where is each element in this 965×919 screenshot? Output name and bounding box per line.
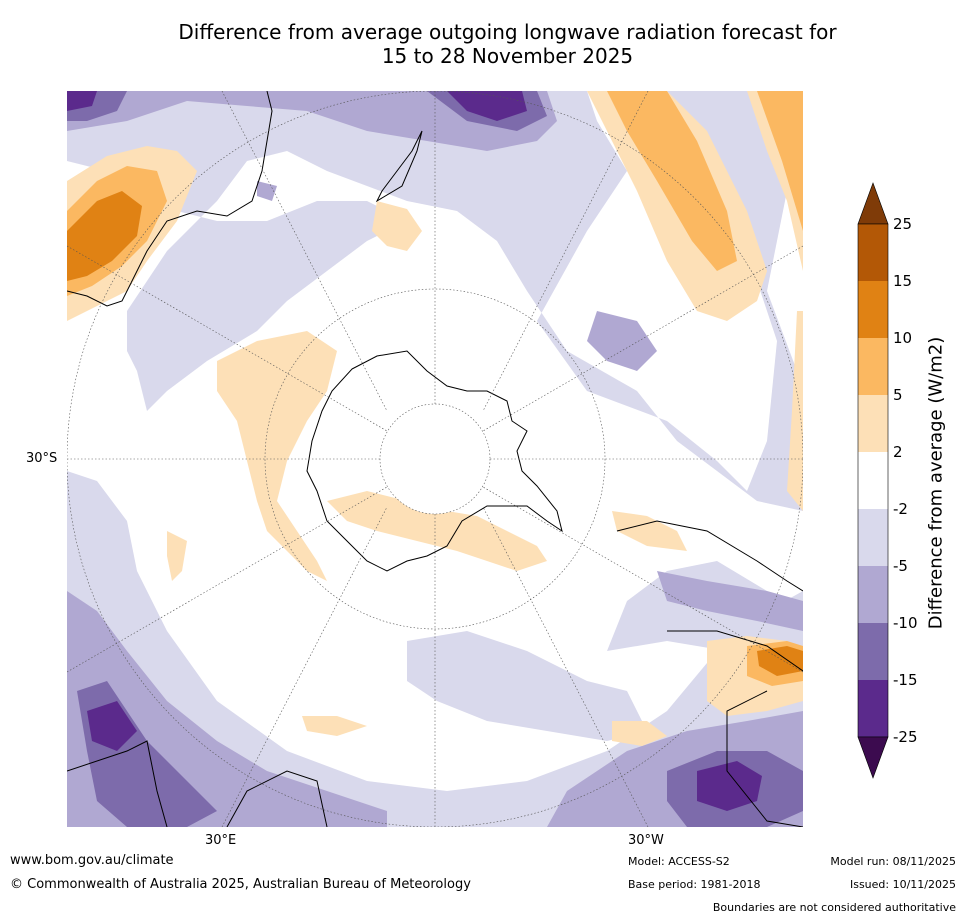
colorbar-tick-label: 2 xyxy=(893,443,903,461)
footer-model: Model: ACCESS-S2 xyxy=(628,855,730,868)
footer-disclaimer: Boundaries are not considered authoritat… xyxy=(712,901,956,914)
map-title-line2: 15 to 28 November 2025 xyxy=(381,44,634,68)
lon-label-30w: 30°W xyxy=(628,833,664,848)
antarctica-coastline xyxy=(306,350,563,572)
colorbar-tick-label: 25 xyxy=(893,215,913,233)
colorbar-title: Difference from average (W/m2) xyxy=(925,336,947,630)
colorbar-tick-label: -15 xyxy=(893,671,918,689)
colorbar-band xyxy=(858,566,888,623)
lon-label-30e: 30°E xyxy=(205,833,237,848)
meridian-line xyxy=(221,506,388,827)
map-title-line1: Difference from average outgoing longwav… xyxy=(178,20,837,44)
meridian-line xyxy=(482,91,649,412)
lat-label-30s: 30°S xyxy=(26,451,58,466)
meridian-line xyxy=(67,245,388,432)
meridian-line xyxy=(482,506,649,827)
south-america-east-coast xyxy=(667,630,803,827)
colorbar-band xyxy=(858,224,888,281)
footer-website: www.bom.gov.au/climate xyxy=(10,853,174,868)
map-title: Difference from average outgoing longwav… xyxy=(0,20,965,68)
africa-coastline xyxy=(67,740,328,827)
colorbar-band xyxy=(858,509,888,566)
meridian-line xyxy=(482,486,803,673)
colorbar-extend-top xyxy=(857,182,889,225)
south-america-coastline xyxy=(616,520,803,592)
colorbar-band xyxy=(858,680,888,737)
anomaly-dark-orange-regions xyxy=(67,191,803,676)
polar-map xyxy=(67,91,803,827)
australia-coastline xyxy=(67,91,273,307)
map-panel xyxy=(67,91,803,827)
colorbar-tick-label: 5 xyxy=(893,386,903,404)
footer-copyright: © Commonwealth of Australia 2025, Austra… xyxy=(10,877,471,892)
footer-base-period: Base period: 1981-2018 xyxy=(628,878,761,891)
colorbar-tick-label: 10 xyxy=(893,329,913,347)
new-zealand-coastline xyxy=(375,130,423,203)
meridian-line xyxy=(221,91,388,412)
colorbar-band xyxy=(858,395,888,452)
colorbar-tick-label: -25 xyxy=(893,728,918,746)
meridian-line xyxy=(482,245,803,432)
colorbar xyxy=(857,182,889,779)
colorbar-band xyxy=(858,281,888,338)
colorbar-tick-label: 15 xyxy=(893,272,913,290)
graticule xyxy=(67,91,803,827)
graticule-circle-mid xyxy=(264,288,606,630)
footer-issued: Issued: 10/11/2025 xyxy=(849,878,956,891)
colorbar-band xyxy=(858,623,888,680)
footer-model-run: Model run: 08/11/2025 xyxy=(830,855,956,868)
colorbar-tick-label: -5 xyxy=(893,557,908,575)
colorbar-band xyxy=(858,338,888,395)
colorbar-extend-bottom xyxy=(857,736,889,779)
coastlines xyxy=(67,91,803,827)
anomaly-deepest-purple-regions xyxy=(67,91,762,811)
meridian-line xyxy=(67,486,388,673)
colorbar-tick-label: -10 xyxy=(893,614,918,632)
colorbar-band xyxy=(858,452,888,509)
pole-hole xyxy=(380,404,490,514)
colorbar-tick-label: -2 xyxy=(893,500,908,518)
